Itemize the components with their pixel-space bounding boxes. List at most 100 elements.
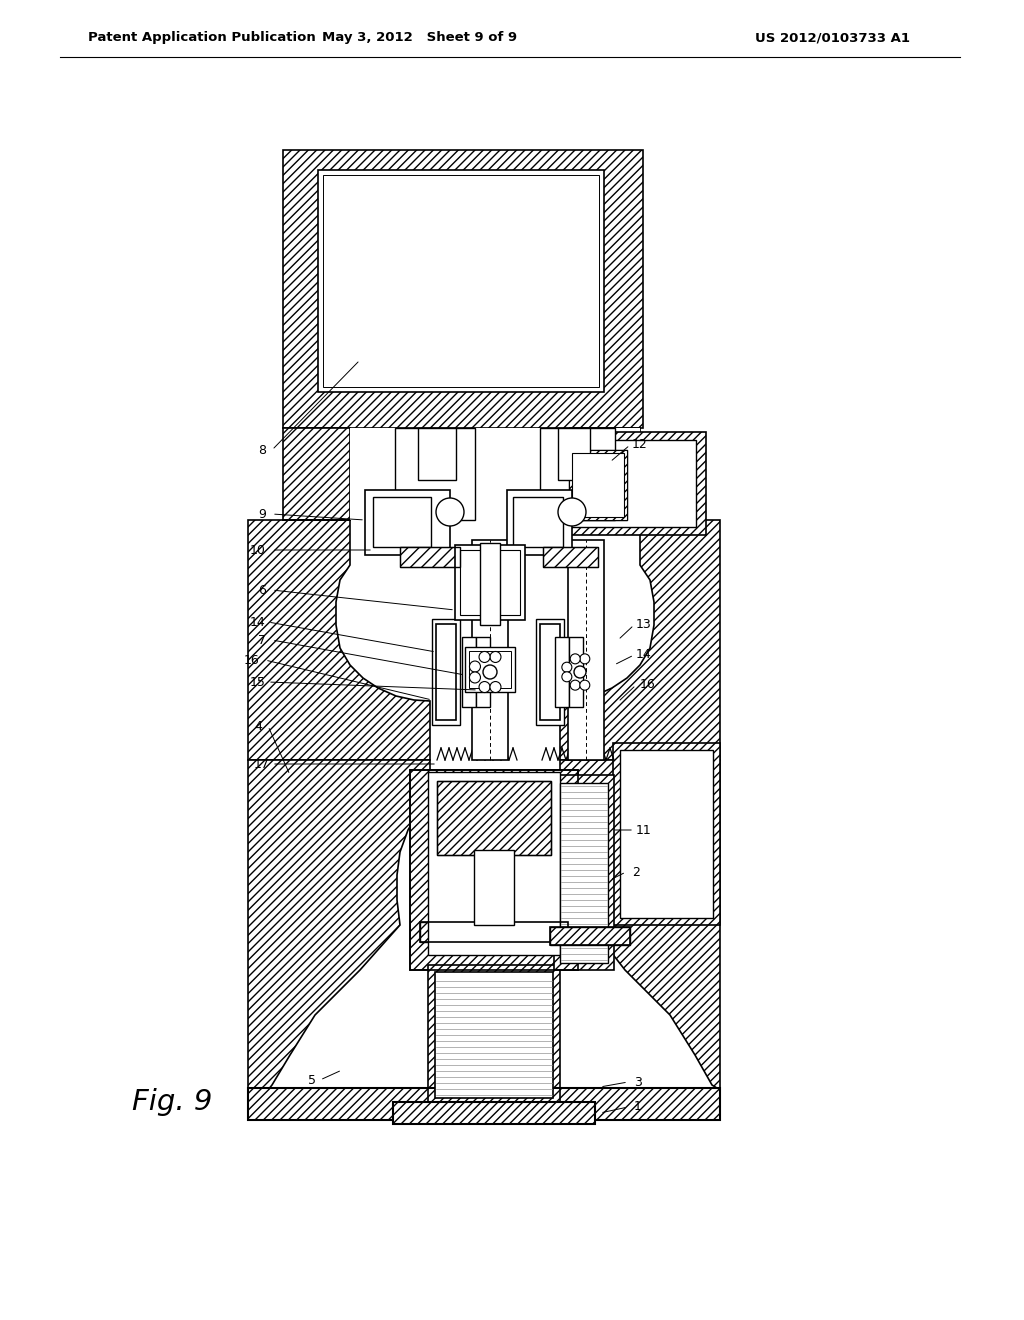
Circle shape: [479, 652, 490, 663]
Text: 12: 12: [632, 438, 648, 451]
Text: 10: 10: [250, 544, 266, 557]
Text: Patent Application Publication: Patent Application Publication: [88, 32, 315, 45]
Bar: [550, 927, 630, 945]
Bar: [437, 781, 551, 855]
Text: US 2012/0103733 A1: US 2012/0103733 A1: [755, 32, 910, 45]
Text: 4: 4: [254, 719, 262, 733]
Bar: [555, 638, 569, 708]
Bar: [400, 546, 460, 568]
Bar: [248, 1088, 720, 1119]
Polygon shape: [560, 760, 720, 1090]
Bar: [393, 1102, 595, 1125]
Text: 13: 13: [636, 619, 652, 631]
Circle shape: [580, 653, 590, 664]
Text: Fig. 9: Fig. 9: [132, 1088, 212, 1115]
Bar: [476, 638, 490, 708]
Polygon shape: [248, 428, 430, 760]
Bar: [373, 498, 431, 546]
Text: 15: 15: [250, 676, 266, 689]
Bar: [540, 624, 560, 719]
Circle shape: [489, 681, 501, 693]
Circle shape: [562, 672, 571, 682]
Bar: [400, 546, 460, 568]
Bar: [569, 638, 583, 708]
Bar: [507, 490, 572, 554]
Bar: [465, 647, 515, 692]
Bar: [393, 1102, 595, 1125]
Circle shape: [570, 680, 581, 690]
Bar: [472, 540, 508, 760]
Bar: [395, 428, 475, 520]
Bar: [480, 543, 500, 624]
Bar: [323, 176, 599, 387]
Bar: [283, 150, 643, 428]
Text: 2: 2: [632, 866, 640, 879]
Bar: [513, 498, 563, 546]
Polygon shape: [283, 428, 350, 520]
Bar: [560, 783, 608, 964]
Circle shape: [489, 652, 501, 663]
Text: 7: 7: [258, 634, 266, 647]
Bar: [550, 927, 630, 945]
Bar: [543, 546, 598, 568]
Circle shape: [469, 672, 480, 682]
Polygon shape: [560, 428, 720, 760]
Bar: [474, 850, 514, 925]
Bar: [420, 921, 568, 942]
Bar: [318, 170, 604, 392]
Bar: [558, 428, 590, 480]
Bar: [469, 651, 511, 688]
Text: 8: 8: [258, 444, 266, 457]
Bar: [536, 619, 564, 725]
Bar: [460, 550, 520, 615]
Circle shape: [483, 665, 497, 678]
Text: 16: 16: [244, 653, 260, 667]
Circle shape: [436, 498, 464, 525]
Text: 3: 3: [634, 1076, 642, 1089]
Bar: [613, 743, 720, 925]
Bar: [569, 450, 627, 520]
Bar: [418, 428, 456, 480]
Bar: [437, 781, 551, 855]
Bar: [350, 428, 640, 520]
Bar: [410, 770, 578, 970]
Bar: [543, 546, 598, 568]
Bar: [553, 432, 706, 535]
Bar: [410, 770, 578, 970]
Circle shape: [574, 667, 586, 678]
Text: 1: 1: [634, 1101, 642, 1114]
Circle shape: [469, 661, 480, 672]
Text: May 3, 2012   Sheet 9 of 9: May 3, 2012 Sheet 9 of 9: [323, 32, 517, 45]
Bar: [428, 965, 560, 1105]
Polygon shape: [570, 428, 640, 520]
Text: 17: 17: [254, 758, 270, 771]
Bar: [436, 624, 456, 719]
Bar: [572, 453, 624, 517]
Bar: [420, 921, 568, 942]
Bar: [365, 490, 450, 554]
Bar: [462, 638, 476, 708]
Bar: [554, 775, 614, 970]
Text: 16: 16: [640, 678, 656, 692]
Bar: [432, 619, 460, 725]
Bar: [620, 750, 713, 917]
Bar: [428, 770, 560, 925]
Text: 5: 5: [308, 1073, 316, 1086]
Text: 9: 9: [258, 507, 266, 520]
Bar: [569, 450, 627, 520]
Bar: [435, 972, 553, 1098]
Bar: [437, 777, 551, 917]
Circle shape: [558, 498, 586, 525]
Circle shape: [479, 681, 490, 693]
Text: 14: 14: [636, 648, 652, 661]
Text: 11: 11: [636, 824, 652, 837]
Polygon shape: [248, 760, 430, 1100]
Bar: [540, 428, 615, 520]
Bar: [248, 1088, 720, 1119]
Circle shape: [562, 663, 571, 672]
Bar: [428, 772, 560, 954]
Text: 14: 14: [250, 615, 266, 628]
Text: 6: 6: [258, 583, 266, 597]
Bar: [455, 545, 525, 620]
Circle shape: [580, 680, 590, 690]
